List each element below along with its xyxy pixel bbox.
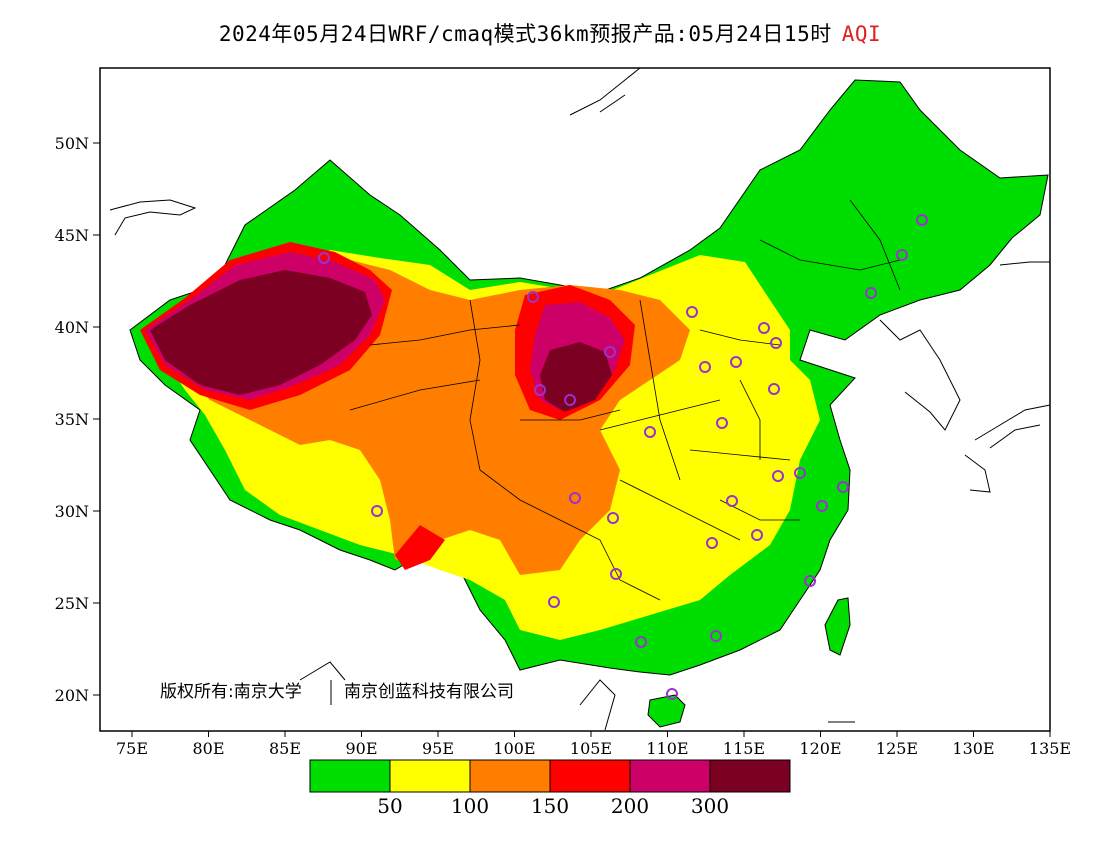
y-tick-label: 40N <box>55 318 89 337</box>
station-marker <box>716 417 728 429</box>
y-tick-label: 45N <box>55 226 89 245</box>
x-tick-label: 85E <box>269 739 301 758</box>
x-tick-label: 110E <box>646 739 688 758</box>
copyright-owner: 版权所有:南京大学 <box>160 682 302 702</box>
station-marker <box>610 568 622 580</box>
station-marker <box>371 505 383 517</box>
y-tick-label: 50N <box>55 134 89 153</box>
station-marker <box>318 252 330 264</box>
province-borders <box>349 199 901 601</box>
station-marker <box>569 492 581 504</box>
station-marker <box>751 529 763 541</box>
x-tick-label: 125E <box>876 739 918 758</box>
x-tick-label: 75E <box>116 739 148 758</box>
x-tick-label: 90E <box>345 739 377 758</box>
y-tick-label: 35N <box>55 410 89 429</box>
station-marker <box>604 346 616 358</box>
title-aqi-label: AQI <box>841 22 882 46</box>
legend-swatch <box>709 759 791 793</box>
station-marker <box>768 383 780 395</box>
legend-swatch <box>629 759 711 793</box>
station-marker <box>896 249 908 261</box>
legend-label: 300 <box>691 794 729 818</box>
legend-swatch <box>309 759 391 793</box>
station-marker <box>816 500 828 512</box>
station-marker <box>804 575 816 587</box>
neighbor-outlines <box>109 67 1051 731</box>
hainan-island <box>647 694 686 728</box>
map-title: 2024年05月24日WRF/cmaq模式36km预报产品:05月24日15时 A… <box>0 18 1100 48</box>
x-tick-label: 115E <box>723 739 765 758</box>
x-tick-label: 80E <box>192 739 224 758</box>
legend-label: 100 <box>451 794 489 818</box>
station-marker <box>635 636 647 648</box>
aqi-legend: 50 100 150 200 300 <box>309 759 791 818</box>
x-tick-label: 100E <box>493 739 535 758</box>
station-marker <box>699 361 711 373</box>
y-tick-label: 25N <box>55 594 89 613</box>
station-markers <box>318 214 928 700</box>
y-tick-label: 30N <box>55 502 89 521</box>
x-tick-label: 105E <box>570 739 612 758</box>
taiwan-island <box>824 597 851 656</box>
legend-label: 200 <box>611 794 649 818</box>
x-tick-label: 135E <box>1029 739 1071 758</box>
station-marker <box>644 426 656 438</box>
y-tick-label: 20N <box>55 686 89 705</box>
station-marker <box>916 214 928 226</box>
station-marker <box>548 596 560 608</box>
station-marker <box>865 287 877 299</box>
station-marker <box>564 394 576 406</box>
map-border <box>99 67 1051 732</box>
station-marker <box>710 630 722 642</box>
station-marker <box>726 495 738 507</box>
y-axis: 50N 45N 40N 35N 30N 25N 20N <box>55 134 100 705</box>
x-tick-label: 120E <box>799 739 841 758</box>
legend-swatch <box>389 759 471 793</box>
aqi-zone-hazardous <box>150 270 612 412</box>
x-tick-label: 130E <box>952 739 994 758</box>
station-marker <box>527 291 539 303</box>
station-marker <box>794 467 806 479</box>
station-marker <box>730 356 742 368</box>
x-tick-label: 95E <box>422 739 454 758</box>
legend-swatch <box>549 759 631 793</box>
title-text: 2024年05月24日WRF/cmaq模式36km预报产品:05月24日15时 <box>218 22 832 46</box>
station-marker <box>837 481 849 493</box>
station-marker <box>772 470 784 482</box>
station-marker <box>607 512 619 524</box>
station-marker <box>706 537 718 549</box>
copyright-partner: 南京创蓝科技有限公司 <box>344 682 514 702</box>
station-marker <box>770 337 782 349</box>
station-marker <box>666 688 678 700</box>
legend-swatch <box>469 759 551 793</box>
station-marker <box>534 384 546 396</box>
station-marker <box>758 322 770 334</box>
legend-label: 50 <box>377 794 402 818</box>
station-marker <box>686 306 698 318</box>
legend-label: 150 <box>531 794 569 818</box>
x-axis: 75E 80E 85E 90E 95E 100E 105E 110E 115E 120E 125E 1… <box>116 731 1071 758</box>
